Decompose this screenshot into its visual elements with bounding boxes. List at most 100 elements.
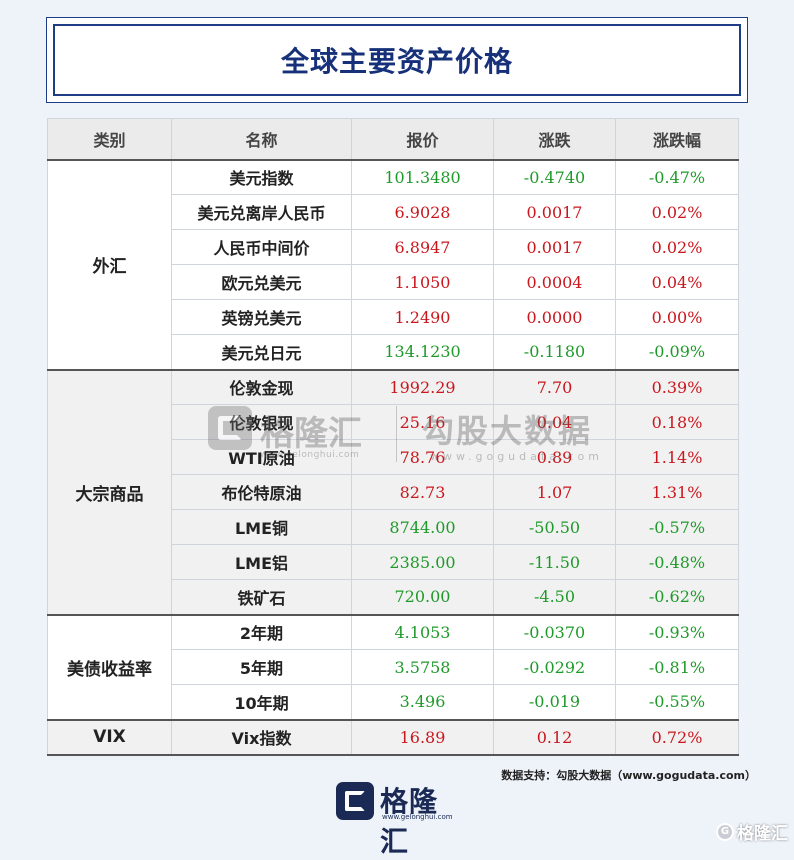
- name-cell: 布伦特原油: [171, 474, 352, 510]
- table-body: 外汇 美元指数 101.3480 -0.4740 -0.47% 美元兑离岸人民币 6.902…: [47, 159, 739, 756]
- change-cell: -50.50: [493, 509, 616, 545]
- change-cell: 0.0017: [493, 229, 616, 265]
- price-cell: 2385.00: [351, 544, 494, 580]
- price-cell: 3.496: [351, 684, 494, 720]
- price-cell: 1992.29: [351, 368, 494, 405]
- table-row: 欧元兑美元 1.1050 0.0004 0.04%: [48, 264, 739, 300]
- footer-logo-icon: [336, 782, 374, 820]
- footer-url: www.gelonghui.com: [382, 813, 453, 821]
- name-cell: LME铝: [171, 544, 352, 580]
- change-pct-cell: -0.57%: [615, 509, 739, 545]
- price-cell: 1.2490: [351, 299, 494, 335]
- price-cell: 16.89: [351, 718, 494, 756]
- table-row: 外汇 美元指数 101.3480 -0.4740 -0.47%: [47, 159, 739, 370]
- name-cell: 英镑兑美元: [171, 299, 352, 335]
- change-pct-cell: -0.81%: [615, 649, 739, 685]
- category-cell: 大宗商品: [47, 368, 172, 615]
- change-pct-cell: -0.93%: [615, 613, 739, 650]
- change-pct-cell: -0.48%: [615, 544, 739, 580]
- price-cell: 78.76: [351, 439, 494, 475]
- header-name: 名称: [171, 118, 352, 161]
- change-pct-cell: -0.55%: [615, 684, 739, 720]
- name-cell: 欧元兑美元: [171, 264, 352, 300]
- name-cell: 美元指数: [171, 159, 352, 195]
- category-cell: 外汇: [47, 159, 172, 370]
- change-cell: -0.019: [493, 684, 616, 720]
- change-pct-cell: 0.72%: [615, 718, 739, 756]
- corner-g-icon: G: [716, 822, 734, 841]
- name-cell: 2年期: [171, 613, 352, 650]
- change-pct-cell: 0.02%: [615, 229, 739, 265]
- change-pct-cell: 1.14%: [615, 439, 739, 475]
- change-cell: -0.1180: [493, 334, 616, 370]
- change-pct-cell: 0.39%: [615, 368, 739, 405]
- name-cell: 伦敦金现: [171, 368, 352, 405]
- title-inner-frame: 全球主要资产价格: [53, 24, 741, 96]
- price-cell: 6.8947: [351, 229, 494, 265]
- table-row: 10年期 3.496 -0.019 -0.55%: [48, 684, 739, 720]
- asset-price-table: 类别 名称 报价 涨跌 涨跌幅 外汇 美元指数 101.3480 -0.4740 -0.…: [47, 118, 739, 756]
- name-cell: 5年期: [171, 649, 352, 685]
- change-cell: -11.50: [493, 544, 616, 580]
- table-row: LME铜 8744.00 -50.50 -0.57%: [48, 509, 739, 545]
- table-row: VIX Vix指数 16.89 0.12 0.72%: [47, 718, 739, 756]
- table-row: 大宗商品 伦敦金现 1992.29 7.70 0.39%: [47, 368, 739, 615]
- name-cell: 美元兑离岸人民币: [171, 194, 352, 230]
- change-pct-cell: -0.62%: [615, 579, 739, 615]
- change-cell: 0.0004: [493, 264, 616, 300]
- price-cell: 8744.00: [351, 509, 494, 545]
- table-row: WTI原油 78.76 0.89 1.14%: [48, 439, 739, 475]
- change-cell: -4.50: [493, 579, 616, 615]
- header-price: 报价: [351, 118, 494, 161]
- price-cell: 101.3480: [351, 159, 494, 195]
- corner-watermark: G 格隆汇: [716, 819, 788, 844]
- change-pct-cell: -0.09%: [615, 334, 739, 370]
- change-cell: 0.12: [493, 718, 616, 756]
- name-cell: 10年期: [171, 684, 352, 720]
- table-row: 布伦特原油 82.73 1.07 1.31%: [48, 474, 739, 510]
- name-cell: Vix指数: [171, 718, 352, 756]
- change-cell: 1.07: [493, 474, 616, 510]
- corner-brand: 格隆汇: [737, 824, 788, 844]
- name-cell: WTI原油: [171, 439, 352, 475]
- header-change: 涨跌: [493, 118, 616, 161]
- price-cell: 25.16: [351, 404, 494, 440]
- name-cell: LME铜: [171, 509, 352, 545]
- price-cell: 6.9028: [351, 194, 494, 230]
- header-change-pct: 涨跌幅: [615, 118, 739, 161]
- name-cell: 人民币中间价: [171, 229, 352, 265]
- price-cell: 82.73: [351, 474, 494, 510]
- price-cell: 3.5758: [351, 649, 494, 685]
- table-row: 5年期 3.5758 -0.0292 -0.81%: [48, 649, 739, 685]
- table-row: 伦敦银现 25.16 0.04 0.18%: [48, 404, 739, 440]
- name-cell: 铁矿石: [171, 579, 352, 615]
- title-banner: 全球主要资产价格: [46, 17, 748, 103]
- header-category: 类别: [47, 118, 172, 161]
- price-cell: 4.1053: [351, 613, 494, 650]
- table-row: 美债收益率 2年期 4.1053 -0.0370 -0.93%: [47, 613, 739, 720]
- change-pct-cell: 1.31%: [615, 474, 739, 510]
- category-cell: 美债收益率: [47, 613, 172, 720]
- change-cell: 7.70: [493, 368, 616, 405]
- page-title: 全球主要资产价格: [280, 45, 513, 78]
- table-row: LME铝 2385.00 -11.50 -0.48%: [48, 544, 739, 580]
- table-row: 美元兑离岸人民币 6.9028 0.0017 0.02%: [48, 194, 739, 230]
- change-pct-cell: 0.04%: [615, 264, 739, 300]
- change-pct-cell: 0.00%: [615, 299, 739, 335]
- table-row: 英镑兑美元 1.2490 0.0000 0.00%: [48, 299, 739, 335]
- data-source-note: 数据支持：勾股大数据（www.gogudata.com）: [501, 769, 756, 782]
- change-pct-cell: -0.47%: [615, 159, 739, 195]
- category-cell: VIX: [47, 718, 172, 756]
- table-row: 人民币中间价 6.8947 0.0017 0.02%: [48, 229, 739, 265]
- price-cell: 134.1230: [351, 334, 494, 370]
- change-cell: 0.0017: [493, 194, 616, 230]
- change-cell: -0.4740: [493, 159, 616, 195]
- change-cell: 0.0000: [493, 299, 616, 335]
- footer-logo: 格隆汇 www.gelonghui.com: [336, 782, 466, 858]
- change-cell: 0.89: [493, 439, 616, 475]
- change-pct-cell: 0.18%: [615, 404, 739, 440]
- table-header-row: 类别 名称 报价 涨跌 涨跌幅: [47, 118, 739, 161]
- change-cell: -0.0370: [493, 613, 616, 650]
- change-cell: -0.0292: [493, 649, 616, 685]
- change-cell: 0.04: [493, 404, 616, 440]
